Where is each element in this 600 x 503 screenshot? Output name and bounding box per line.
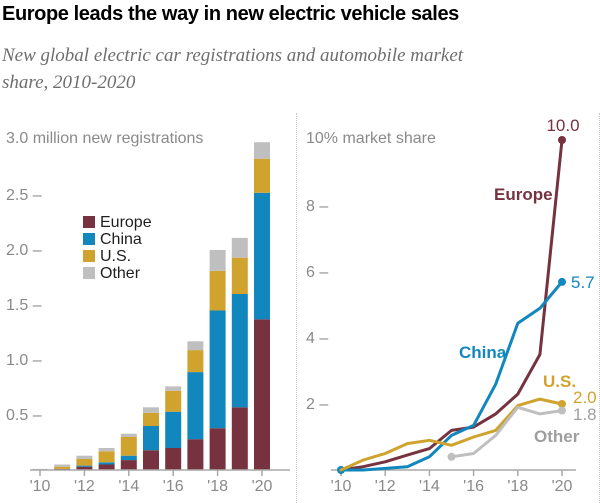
x-tick-label-2012: '12 bbox=[375, 478, 396, 495]
x-tick-label-2018: '18 bbox=[207, 478, 228, 495]
bar-2015-china bbox=[143, 426, 159, 451]
series-label-europe: Europe bbox=[494, 185, 553, 204]
bar-2012-other bbox=[76, 455, 93, 459]
bar-2014-europe bbox=[120, 460, 137, 470]
bar-2017-europe bbox=[187, 439, 204, 470]
bar-2015-us bbox=[143, 412, 159, 426]
y-tick-label-2: 2 – bbox=[306, 396, 328, 413]
subtitle-line-2: share, 2010-2020 bbox=[2, 72, 136, 93]
bar-2013-other bbox=[98, 448, 115, 452]
x-tick-label-2010: '10 bbox=[331, 478, 352, 495]
bar-2014-other bbox=[120, 433, 137, 437]
bar-2015-europe bbox=[143, 450, 159, 470]
series-label-china: China bbox=[459, 343, 507, 362]
bar-2016-china bbox=[165, 411, 182, 448]
bar-2017-china bbox=[187, 372, 204, 440]
bar-2014-china bbox=[120, 455, 137, 461]
bar-2016-other bbox=[165, 386, 182, 391]
legend-swatch-other bbox=[83, 267, 95, 279]
bar-2020-china bbox=[254, 192, 270, 320]
bar-2020-europe bbox=[254, 319, 270, 470]
market-share-line-chart-panel: 10% market share 2 – 4 – 6 – 8 – '10 '12 '14 '16… bbox=[296, 113, 600, 503]
y-tick-label-1.5: 1.5 – bbox=[6, 297, 42, 314]
registrations-bar-chart: 3.0 million new registrations 0.5 – 1.0 – 1… bbox=[6, 130, 290, 495]
bar-2019-europe bbox=[231, 407, 248, 470]
y-tick-label-6: 6 – bbox=[306, 264, 328, 281]
bar-2013-us bbox=[98, 451, 115, 463]
registrations-bar-chart-panel: 3.0 million new registrations 0.5 – 1.0 – 1… bbox=[0, 113, 296, 503]
line-chart-axis-title: 10% market share bbox=[306, 130, 436, 147]
bar-2015-other bbox=[143, 407, 159, 413]
legend-label-europe: Europe bbox=[100, 214, 152, 231]
bar-2011-us bbox=[54, 466, 71, 469]
bar-2020-other bbox=[254, 142, 270, 159]
x-tick-label-2014: '14 bbox=[118, 478, 139, 495]
series-label-other: Other bbox=[534, 427, 580, 446]
market-share-line-chart: 10% market share 2 – 4 – 6 – 8 – '10 '12 '14 '16… bbox=[306, 116, 597, 495]
bar-2014-us bbox=[120, 437, 137, 456]
legend-swatch-europe bbox=[83, 216, 95, 228]
x-tick-label-2010: '10 bbox=[30, 478, 51, 495]
x-tick-label-2016: '16 bbox=[463, 478, 484, 495]
bar-2018-europe bbox=[209, 428, 226, 470]
end-dot-europe bbox=[558, 136, 566, 144]
y-tick-label-1.0: 1.0 – bbox=[6, 352, 42, 369]
end-dot-china bbox=[558, 277, 566, 286]
series-line-europe bbox=[339, 138, 564, 472]
bar-2019-china bbox=[231, 294, 248, 408]
bar-2020-us bbox=[254, 158, 270, 193]
legend-label-china: China bbox=[100, 231, 142, 248]
end-value-label-china: 5.7 bbox=[571, 273, 595, 292]
bar-2018-other bbox=[209, 250, 226, 271]
bar-2019-other bbox=[231, 237, 248, 258]
end-value-label-other: 1.8 bbox=[573, 405, 597, 424]
bar-2018-china bbox=[209, 310, 226, 429]
end-value-label-us: 2.0 bbox=[573, 388, 597, 407]
bar-chart-axis-title: 3.0 million new registrations bbox=[6, 130, 203, 147]
x-tick-label-2020: '20 bbox=[252, 478, 273, 495]
bar-2011-other bbox=[54, 464, 71, 467]
x-tick-label-2018: '18 bbox=[507, 478, 528, 495]
x-tick-label-2014: '14 bbox=[419, 478, 440, 495]
y-tick-label-8: 8 – bbox=[306, 198, 328, 215]
x-tick-label-2012: '12 bbox=[74, 478, 95, 495]
bar-2013-china bbox=[98, 462, 115, 465]
bar-2012-us bbox=[76, 459, 93, 466]
page-title: Europe leads the way in new electric veh… bbox=[2, 3, 459, 25]
start-dot-other bbox=[447, 452, 456, 461]
series-label-us: U.S. bbox=[543, 372, 576, 391]
legend-swatch-china bbox=[83, 233, 95, 245]
legend-label-other: Other bbox=[100, 265, 141, 282]
x-tick-label-2016: '16 bbox=[163, 478, 184, 495]
bar-2019-us bbox=[231, 257, 248, 294]
bar-2018-us bbox=[209, 270, 226, 311]
subtitle-line-1: New global electric car registrations an… bbox=[2, 45, 464, 66]
y-tick-label-2.5: 2.5 – bbox=[6, 187, 42, 204]
x-tick-label-2020: '20 bbox=[552, 478, 573, 495]
series-line-china bbox=[339, 280, 564, 472]
bar-2012-china bbox=[76, 465, 93, 467]
bar-2017-other bbox=[187, 341, 204, 351]
series-line-us bbox=[339, 397, 564, 472]
bar-2016-europe bbox=[165, 448, 182, 470]
end-dot-other bbox=[558, 406, 566, 415]
end-value-label-europe: 10.0 bbox=[546, 116, 579, 135]
series-line-other bbox=[450, 405, 564, 459]
chart-subtitle: New global electric car registrations an… bbox=[2, 42, 562, 96]
legend-label-us: U.S. bbox=[100, 248, 131, 265]
y-tick-label-0.5: 0.5 – bbox=[6, 407, 42, 424]
end-dot-us bbox=[558, 400, 566, 408]
bar-2017-us bbox=[187, 350, 204, 373]
y-tick-label-2.0: 2.0 – bbox=[6, 242, 42, 259]
bar-2012-europe bbox=[76, 466, 93, 470]
bar-2016-us bbox=[165, 390, 182, 412]
legend-swatch-us bbox=[83, 250, 95, 262]
y-tick-label-4: 4 – bbox=[306, 330, 328, 347]
bar-2013-europe bbox=[98, 464, 115, 470]
